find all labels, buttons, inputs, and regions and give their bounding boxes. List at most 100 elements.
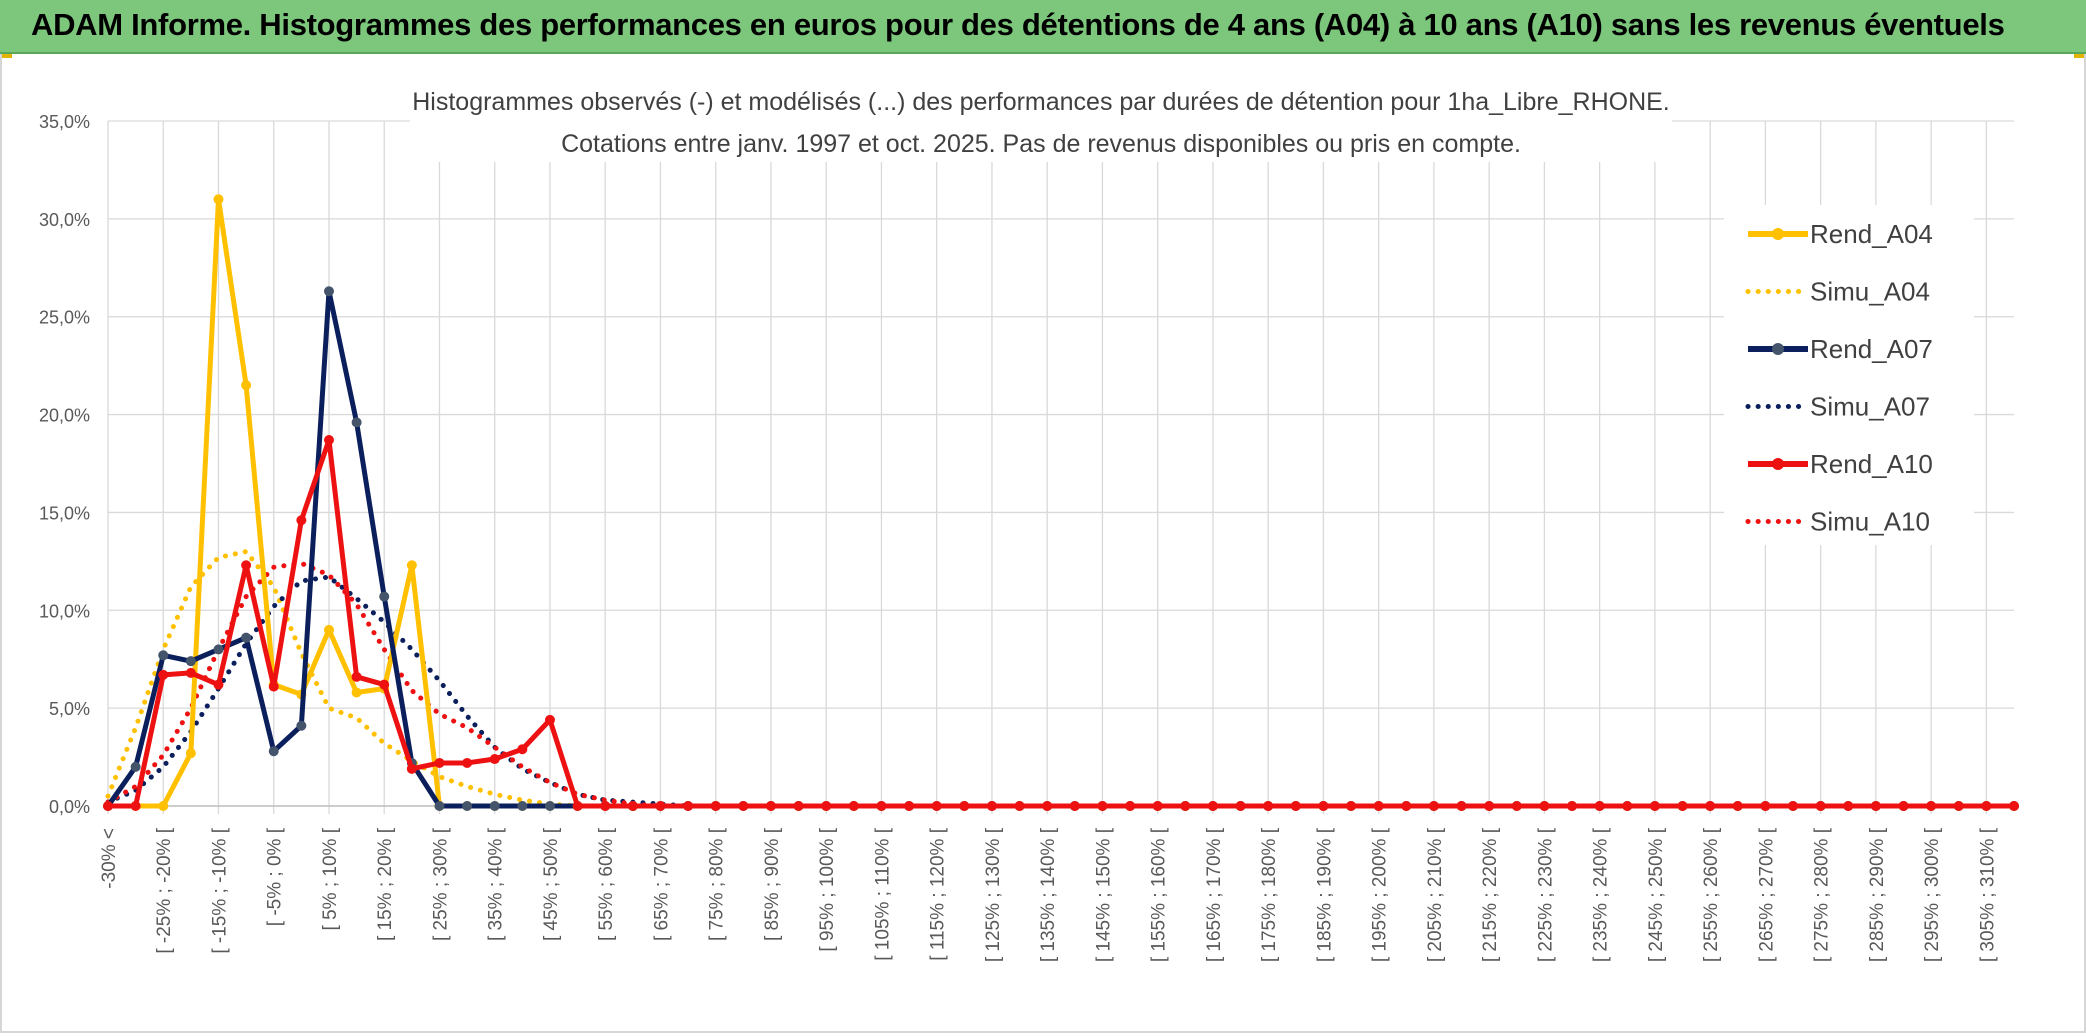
data-point-rend-a10	[185, 667, 196, 678]
chart-legend: Rend_A04 Simu_A04 Rend_A07 Simu_A07 Rend_A10…	[1724, 205, 1974, 545]
x-tick-label: [ 65% ; 70% [	[651, 827, 672, 941]
series-line-simu-a07	[105, 574, 2017, 809]
chart-subtitle: Cotations entre janv. 1997 et oct. 2025.…	[561, 130, 1521, 158]
data-point-rend-a10	[1456, 801, 1467, 811]
data-point-rend-a10	[986, 801, 997, 811]
data-point-rend-a10	[1373, 801, 1384, 811]
data-point-rend-a10	[1539, 801, 1550, 811]
data-point-rend-a07	[268, 746, 279, 757]
data-point-rend-a10	[1042, 801, 1053, 811]
x-tick-label: [ 165% ; 170% [	[1204, 827, 1225, 962]
legend-marker-rend-a10	[1772, 458, 1784, 470]
data-point-rend-a04	[213, 194, 224, 205]
data-point-rend-a04	[185, 748, 196, 759]
data-point-rend-a10	[1898, 801, 1909, 811]
x-tick-label: [ 95% ; 100% [	[817, 827, 838, 951]
data-point-rend-a10	[683, 801, 694, 811]
legend-label-rend-a04: Rend_A04	[1810, 219, 1933, 249]
data-point-rend-a10	[462, 757, 473, 768]
x-tick-label: [ 275% ; 280% [	[1812, 827, 1833, 962]
data-point-rend-a10	[1152, 801, 1163, 811]
data-point-rend-a10	[1484, 801, 1495, 811]
data-point-rend-a10	[1346, 801, 1357, 811]
data-point-rend-a10	[241, 560, 252, 571]
data-point-rend-a10	[1069, 801, 1080, 811]
x-tick-label: -30% <	[99, 828, 120, 889]
data-point-rend-a10	[379, 679, 390, 690]
data-point-rend-a10	[434, 757, 445, 768]
data-point-rend-a04	[351, 687, 362, 698]
x-tick-label: [ 245% ; 250% [	[1646, 827, 1667, 962]
legend-marker-rend-a04	[1772, 228, 1784, 240]
data-point-rend-a07	[434, 801, 445, 811]
y-axis: 0,0% 5,0% 10,0% 15,0% 20,0% 25,0% 30,0% 35,0%	[39, 112, 90, 817]
chart-title: Histogrammes observés (-) et modélisés (…	[412, 88, 1670, 116]
data-point-rend-a10	[1926, 801, 1937, 811]
data-point-rend-a10	[904, 801, 915, 811]
data-point-rend-a10	[406, 763, 417, 774]
data-point-rend-a10	[1097, 801, 1108, 811]
x-tick-label: [ 105% ; 110% [	[872, 827, 893, 960]
x-tick-label: [ 145% ; 150% [	[1093, 827, 1114, 962]
chart-titles: Histogrammes observés (-) et modélisés (…	[410, 82, 1672, 162]
data-point-rend-a10	[765, 801, 776, 811]
data-point-rend-a04	[241, 380, 252, 391]
data-point-rend-a10	[710, 801, 721, 811]
data-point-rend-a10	[1594, 801, 1605, 811]
x-tick-label: [ 215% ; 220% [	[1480, 827, 1501, 962]
x-tick-label: [ 35% ; 40% [	[486, 827, 507, 941]
x-tick-label: [ 295% ; 300% [	[1922, 827, 1943, 962]
data-point-rend-a10	[1318, 801, 1329, 811]
data-point-rend-a10	[517, 744, 528, 755]
chart-grid	[107, 120, 2014, 814]
frame-corner-mark	[2074, 54, 2084, 58]
data-point-rend-a10	[1567, 801, 1578, 811]
x-tick-label: [ 125% ; 130% [	[983, 827, 1004, 962]
y-tick-label: 15,0%	[39, 503, 90, 523]
legend-marker-rend-a07	[1772, 343, 1784, 355]
data-point-rend-a10	[876, 801, 887, 811]
data-point-rend-a07	[130, 761, 141, 772]
data-point-rend-a10	[544, 714, 555, 725]
y-tick-label: 0,0%	[49, 797, 90, 817]
data-point-rend-a10	[2009, 801, 2019, 811]
data-point-rend-a10	[323, 435, 334, 446]
data-point-rend-a04	[323, 624, 334, 635]
y-tick-label: 25,0%	[39, 308, 90, 328]
x-tick-label: [ 5% ; 10% [	[320, 827, 341, 930]
series-line-rend-a10	[108, 437, 2014, 809]
x-tick-label: [ -15% ; -10% [	[209, 827, 230, 953]
data-point-rend-a10	[296, 515, 307, 526]
data-point-rend-a07	[241, 632, 252, 643]
legend-label-simu-a04: Simu_A04	[1810, 277, 1930, 307]
series-lines	[103, 194, 2019, 811]
y-tick-label: 30,0%	[39, 210, 90, 230]
data-point-rend-a10	[848, 801, 859, 811]
data-point-rend-a07	[323, 286, 334, 297]
data-point-rend-a10	[1981, 801, 1992, 811]
data-point-rend-a10	[268, 681, 279, 692]
series-line-simu-a04	[105, 548, 2017, 809]
data-point-rend-a10	[1622, 801, 1633, 811]
x-tick-label: [ 255% ; 260% [	[1701, 827, 1722, 962]
legend-box	[1724, 205, 1974, 545]
data-point-rend-a10	[1235, 801, 1246, 811]
x-tick-label: [ -25% ; -20% [	[154, 827, 175, 953]
x-tick-label: [ 235% ; 240% [	[1591, 827, 1612, 962]
x-tick-label: [ 305% ; 310% [	[1977, 827, 1998, 962]
legend-label-simu-a07: Simu_A07	[1810, 392, 1930, 422]
x-tick-label: [ 285% ; 290% [	[1867, 827, 1888, 962]
y-tick-label: 5,0%	[49, 699, 90, 719]
y-tick-label: 35,0%	[39, 112, 90, 132]
data-point-rend-a10	[103, 801, 113, 811]
data-point-rend-a07	[351, 417, 362, 428]
x-axis: -30% < [ -25% ; -20% [[ -15% ; -10% [[ -5…	[99, 827, 1998, 962]
data-point-rend-a10	[600, 801, 611, 811]
data-point-rend-a10	[1677, 801, 1688, 811]
data-point-rend-a10	[1428, 801, 1439, 811]
data-point-rend-a07	[544, 801, 555, 811]
x-tick-label: [ 155% ; 160% [	[1149, 827, 1170, 962]
x-tick-label: [ 205% ; 210% [	[1425, 827, 1446, 962]
data-point-rend-a10	[1649, 801, 1660, 811]
legend-label-rend-a10: Rend_A10	[1810, 449, 1933, 479]
